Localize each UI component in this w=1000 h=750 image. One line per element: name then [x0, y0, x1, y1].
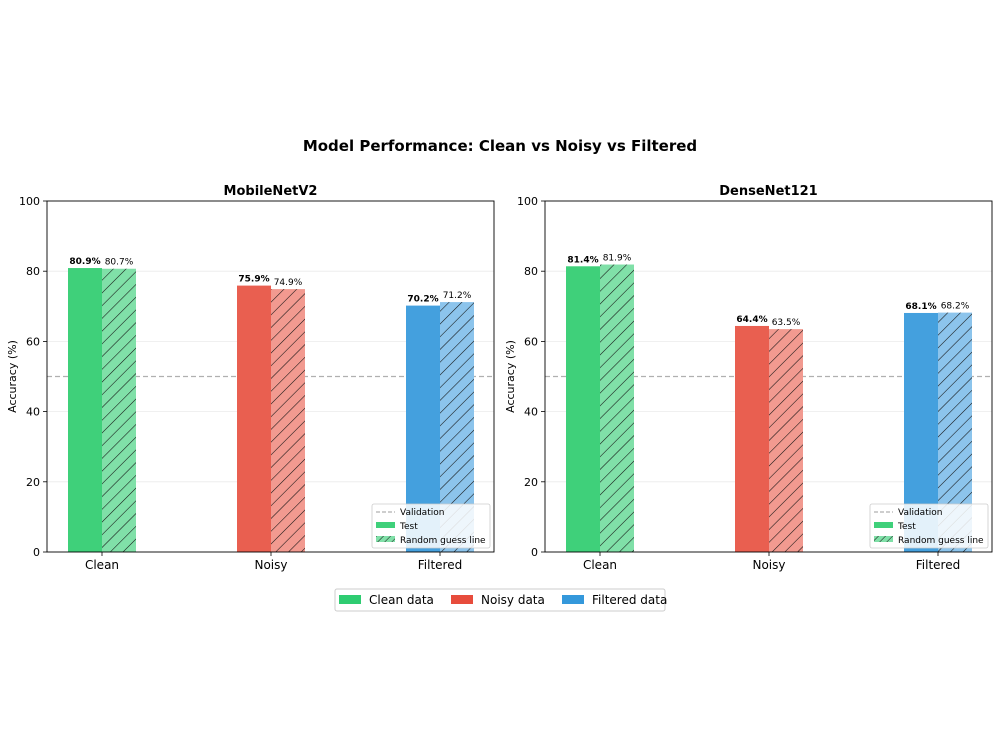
figure-legend-swatch	[562, 595, 584, 604]
data-label: 70.2%	[407, 295, 438, 305]
y-tick-label: 100	[19, 195, 40, 208]
panel-title: DenseNet121	[719, 184, 817, 199]
bar-test-noisy	[237, 285, 271, 552]
data-label: 74.9%	[274, 278, 303, 288]
y-tick-label: 0	[531, 546, 538, 559]
y-tick-label: 40	[524, 406, 538, 419]
bar-hatch	[600, 264, 634, 552]
legend-label: Test	[897, 522, 916, 532]
figure-legend-frame	[334, 588, 666, 612]
x-tick-label: Filtered	[418, 558, 462, 572]
y-tick-label: 80	[26, 265, 40, 278]
y-tick-label: 0	[33, 546, 40, 559]
legend-label: Random guess line	[898, 536, 984, 546]
y-axis-label: Accuracy (%)	[6, 340, 19, 413]
legend-swatch-hatch	[874, 536, 893, 542]
panel-legend: Validation Test Random guess line	[371, 503, 491, 549]
legend-label: Validation	[898, 508, 942, 518]
figure-legend-swatch	[451, 595, 473, 604]
figure-legend-label: Noisy data	[481, 593, 545, 607]
legend-swatch-hatch	[376, 536, 395, 542]
data-label: 68.1%	[905, 302, 936, 312]
x-tick-label: Noisy	[752, 558, 785, 572]
mobilenetv2-panel: MobileNetV2 0 20 40 60 80 100 Accuracy (%) 80.9%…	[6, 184, 495, 572]
y-axis-label: Accuracy (%)	[504, 340, 517, 413]
x-tick-label: Clean	[583, 558, 617, 572]
data-label: 63.5%	[772, 318, 801, 328]
axes-frame	[46, 200, 495, 553]
figure-title: Model Performance: Clean vs Noisy vs Fil…	[303, 137, 697, 155]
legend-label: Validation	[400, 508, 444, 518]
y-tick-label: 40	[26, 406, 40, 419]
legend-swatch-test	[874, 522, 893, 528]
data-label: 75.9%	[238, 275, 269, 285]
data-label: 64.4%	[736, 315, 767, 325]
x-tick-label: Clean	[85, 558, 119, 572]
data-label: 81.9%	[603, 254, 632, 264]
data-label: 68.2%	[941, 302, 970, 312]
densenet121-panel: DenseNet121 0 20 40 60 80 100 Accuracy (%) 81.4%…	[504, 184, 993, 572]
figure-legend-swatch	[339, 595, 361, 604]
y-tick-label: 60	[524, 335, 538, 348]
y-tick-label: 80	[524, 265, 538, 278]
figure-legend: Clean data Noisy data Filtered data	[334, 588, 667, 612]
x-tick-label: Noisy	[254, 558, 287, 572]
data-label: 81.4%	[567, 255, 598, 265]
bar-test-clean	[566, 266, 600, 552]
bar-test-clean	[68, 268, 102, 552]
x-tick-label: Filtered	[916, 558, 960, 572]
y-tick-label: 60	[26, 335, 40, 348]
axes-frame	[544, 200, 993, 553]
panel-legend-frame	[869, 503, 989, 549]
bar-hatch	[102, 268, 136, 552]
legend-swatch-test	[376, 522, 395, 528]
figure-legend-label: Filtered data	[592, 593, 667, 607]
bar-test-noisy	[735, 325, 769, 552]
panel-title: MobileNetV2	[224, 184, 318, 199]
data-label: 80.7%	[105, 258, 134, 268]
figure-legend-label: Clean data	[369, 593, 434, 607]
panel-legend: Validation Test Random guess line	[869, 503, 989, 549]
panel-legend-frame	[371, 503, 491, 549]
data-label: 80.9%	[69, 257, 100, 267]
data-label: 71.2%	[443, 291, 472, 301]
y-tick-label: 20	[524, 476, 538, 489]
bar-hatch	[769, 329, 803, 552]
legend-label: Random guess line	[400, 536, 486, 546]
y-tick-label: 100	[517, 195, 538, 208]
y-tick-label: 20	[26, 476, 40, 489]
bar-hatch	[271, 289, 305, 552]
legend-label: Test	[399, 522, 418, 532]
